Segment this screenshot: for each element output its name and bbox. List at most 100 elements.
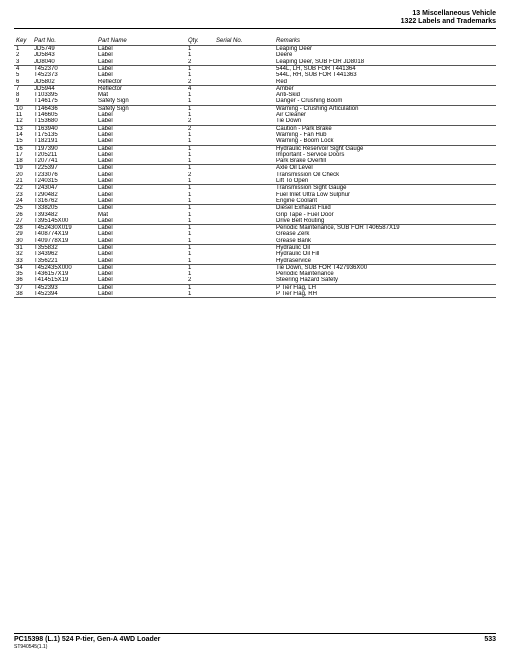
cell-qty: 1 (186, 165, 214, 172)
table-row: 18T207741Label1Park Brake Overfill (14, 158, 496, 165)
table-row: 22T243047Label1Transmission Sight Gauge (14, 185, 496, 192)
cell-serial (214, 218, 274, 225)
cell-qty: 4 (186, 85, 214, 92)
cell-part: T355832 (32, 245, 96, 252)
cell-key: 37 (14, 284, 32, 291)
cell-part: T153680 (32, 118, 96, 125)
cell-name: Label (96, 125, 186, 132)
cell-remarks: Drive Belt Routing (274, 218, 496, 225)
cell-qty: 1 (186, 258, 214, 265)
cell-remarks: Axle Oil Level (274, 165, 496, 172)
cell-key: 38 (14, 291, 32, 298)
cell-remarks: Amber (274, 85, 496, 92)
cell-key: 27 (14, 218, 32, 225)
page-header: 13 Miscellaneous Vehicle 1322 Labels and… (14, 10, 496, 26)
cell-key: 1 (14, 46, 32, 53)
cell-serial (214, 145, 274, 152)
cell-part: T452435X000 (32, 264, 96, 271)
cell-qty: 2 (186, 277, 214, 284)
cell-part: JD8040 (32, 59, 96, 66)
page: 13 Miscellaneous Vehicle 1322 Labels and… (0, 0, 510, 660)
cell-remarks: Warning - Crushing Articulation (274, 105, 496, 112)
cell-name: Label (96, 145, 186, 152)
cell-serial (214, 59, 274, 66)
table-row: 1JD5749Label1Leaping Deer (14, 46, 496, 53)
col-part-name: Part Name (96, 37, 186, 46)
cell-serial (214, 225, 274, 232)
col-part-no: Part No. (32, 37, 96, 46)
cell-qty: 2 (186, 118, 214, 125)
cell-name: Label (96, 59, 186, 66)
cell-part: JD5944 (32, 85, 96, 92)
col-remarks: Remarks (274, 37, 496, 46)
cell-name: Label (96, 218, 186, 225)
cell-serial (214, 245, 274, 252)
cell-remarks: Leaping Deer (274, 46, 496, 53)
cell-part: JD5749 (32, 46, 96, 53)
cell-qty: 1 (186, 205, 214, 212)
cell-part: T452394 (32, 291, 96, 298)
col-key: Key (14, 37, 32, 46)
cell-qty: 1 (186, 198, 214, 205)
cell-key: 33 (14, 258, 32, 265)
table-body: 1JD5749Label1Leaping Deer2JD5843Label1De… (14, 46, 496, 299)
cell-name: Reflector (96, 79, 186, 86)
cell-part: T316762 (32, 198, 96, 205)
cell-name: Label (96, 277, 186, 284)
cell-remarks: Grease Bank (274, 238, 496, 245)
cell-remarks: Diesel Exhaust Fluid (274, 205, 496, 212)
cell-part: T207741 (32, 158, 96, 165)
cell-remarks: Tie Down, SUB FOR T427936X00 (274, 264, 496, 271)
cell-part: T452430X019 (32, 225, 96, 232)
cell-part: T182191 (32, 138, 96, 145)
cell-serial (214, 125, 274, 132)
cell-part: T395145X00 (32, 218, 96, 225)
cell-remarks: Park Brake Overfill (274, 158, 496, 165)
cell-name: Label (96, 205, 186, 212)
table-row: 4T452370Label1544L, LH, SUB FOR T441364 (14, 65, 496, 72)
cell-name: Label (96, 284, 186, 291)
cell-serial (214, 291, 274, 298)
cell-remarks: Warning - Boom Lock (274, 138, 496, 145)
cell-remarks: Leaping Deer, SUB FOR JD8018 (274, 59, 496, 66)
cell-remarks: Caution - Park Brake (274, 125, 496, 132)
cell-remarks: Hydraservice (274, 258, 496, 265)
cell-key: 15 (14, 138, 32, 145)
cell-serial (214, 98, 274, 105)
cell-qty: 1 (186, 98, 214, 105)
cell-serial (214, 185, 274, 192)
cell-remarks: Transmission Sight Gauge (274, 185, 496, 192)
cell-remarks: Red (274, 79, 496, 86)
cell-serial (214, 118, 274, 125)
cell-name: Label (96, 245, 186, 252)
col-qty: Qty. (186, 37, 214, 46)
footer-left-sub: ST940545(1.1) (14, 644, 47, 650)
cell-key: 34 (14, 264, 32, 271)
cell-remarks: Steering Hazard Safety (274, 277, 496, 284)
cell-key: 9 (14, 98, 32, 105)
cell-part: T146436 (32, 105, 96, 112)
table-row: 37T452393Label1P Tier Flag, LH (14, 284, 496, 291)
cell-serial (214, 264, 274, 271)
cell-serial (214, 85, 274, 92)
cell-part: T240315 (32, 178, 96, 185)
table-header-row: Key Part No. Part Name Qty. Serial No. R… (14, 37, 496, 46)
cell-qty: 1 (186, 145, 214, 152)
cell-serial (214, 178, 274, 185)
table-row: 28T452430X019Label1Periodic Maintenance,… (14, 225, 496, 232)
cell-serial (214, 79, 274, 86)
cell-key: 7 (14, 85, 32, 92)
table-row: 12T153680Label2Tie Down (14, 118, 496, 125)
cell-part: T243047 (32, 185, 96, 192)
cell-name: Label (96, 264, 186, 271)
cell-name: Reflector (96, 85, 186, 92)
cell-key: 18 (14, 158, 32, 165)
cell-key: 10 (14, 105, 32, 112)
page-footer: PC15398 (L.1) 524 P-tier, Gen-A 4WD Load… (14, 633, 496, 650)
table-row: 27T395145X00Label1Drive Belt Routing (14, 218, 496, 225)
table-row: 10T146436Safety Sign1Warning - Crushing … (14, 105, 496, 112)
cell-part: T225397 (32, 165, 96, 172)
cell-name: Label (96, 225, 186, 232)
cell-name: Label (96, 258, 186, 265)
cell-name: Label (96, 165, 186, 172)
